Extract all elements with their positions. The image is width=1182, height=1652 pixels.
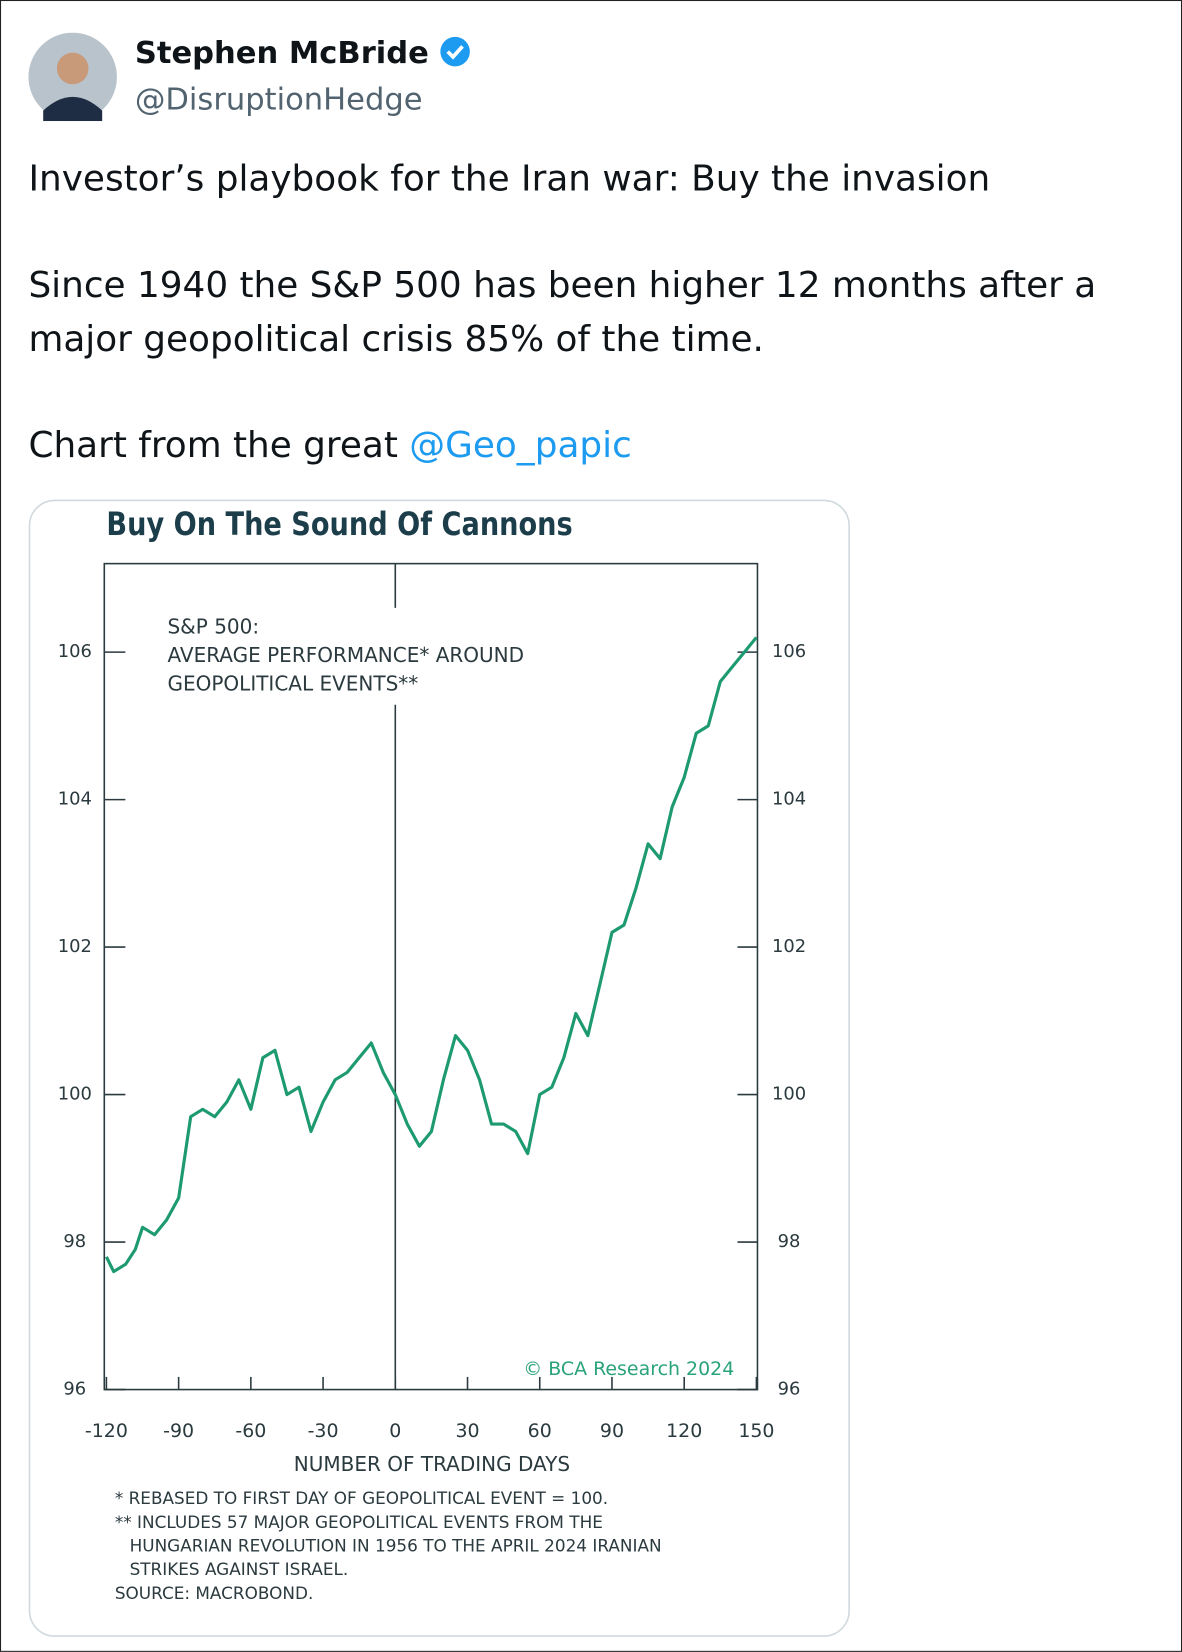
tweet-text: Investor’s playbook for the Iran war: Bu… (28, 158, 991, 201)
user-name-text[interactable]: Stephen McBride (134, 34, 429, 71)
annotation: S&P 500: (168, 614, 260, 638)
footnote: STRIKES AGAINST ISRAEL. (130, 1559, 349, 1579)
y-tick-label: 104 (58, 789, 92, 810)
x-tick-label: 60 (528, 1420, 552, 1442)
y-tick-label: 98 (63, 1231, 86, 1252)
user-handle[interactable]: @DisruptionHedge (134, 81, 423, 117)
y2-tick-label: 102 (772, 936, 806, 957)
footnote: HUNGARIAN REVOLUTION IN 1956 TO THE APRI… (130, 1536, 662, 1556)
x-tick-label: -60 (235, 1420, 266, 1442)
footnote: ** INCLUDES 57 MAJOR GEOPOLITICAL EVENTS… (115, 1512, 603, 1532)
tweet-text: Chart from the great @Geo_papic (28, 419, 1166, 473)
y2-tick-label: 96 (778, 1379, 801, 1400)
media-card[interactable] (28, 499, 850, 1637)
annotation: GEOPOLITICAL EVENTS** (168, 671, 419, 695)
y-tick-label: 96 (63, 1379, 86, 1400)
watermark: © BCA Research 2024 (523, 1358, 734, 1380)
x-tick-label: 90 (600, 1420, 624, 1442)
x-tick-label: 150 (738, 1420, 774, 1442)
y-tick-label: 106 (58, 641, 92, 662)
x-tick-label: 120 (666, 1420, 702, 1442)
annotation: AVERAGE PERFORMANCE* AROUND (168, 643, 525, 667)
verified-badge (440, 36, 471, 67)
x-axis-label: NUMBER OF TRADING DAYS (294, 1452, 570, 1476)
y2-tick-label: 100 (772, 1084, 806, 1105)
y2-tick-label: 98 (778, 1231, 801, 1252)
y2-tick-label: 104 (772, 789, 806, 810)
user-name[interactable]: Stephen McBride (135, 35, 471, 71)
footnote: * REBASED TO FIRST DAY OF GEOPOLITICAL E… (115, 1488, 608, 1508)
plot-frame (103, 562, 759, 1391)
y2-tick-label: 106 (772, 641, 806, 662)
tweet-text: Since 1940 the S&P 500 has been higher 1… (28, 264, 1097, 361)
x-tick-label: -120 (85, 1420, 128, 1442)
x-tick-label: -90 (163, 1420, 194, 1442)
x-tick-label: -30 (308, 1420, 339, 1442)
mention[interactable]: @Geo_papic (409, 424, 632, 467)
chart-title: Buy On The Sound Of Cannons (106, 506, 572, 542)
x-tick-label: 30 (455, 1420, 479, 1442)
y-tick-label: 102 (58, 936, 92, 957)
y-tick-label: 100 (58, 1084, 92, 1105)
avatar[interactable] (28, 32, 117, 122)
data-line (104, 636, 758, 1274)
footnote: SOURCE: MACROBOND. (115, 1583, 314, 1603)
tweet-text-span: Chart from the great (28, 424, 410, 467)
x-tick-label: 0 (389, 1420, 401, 1442)
